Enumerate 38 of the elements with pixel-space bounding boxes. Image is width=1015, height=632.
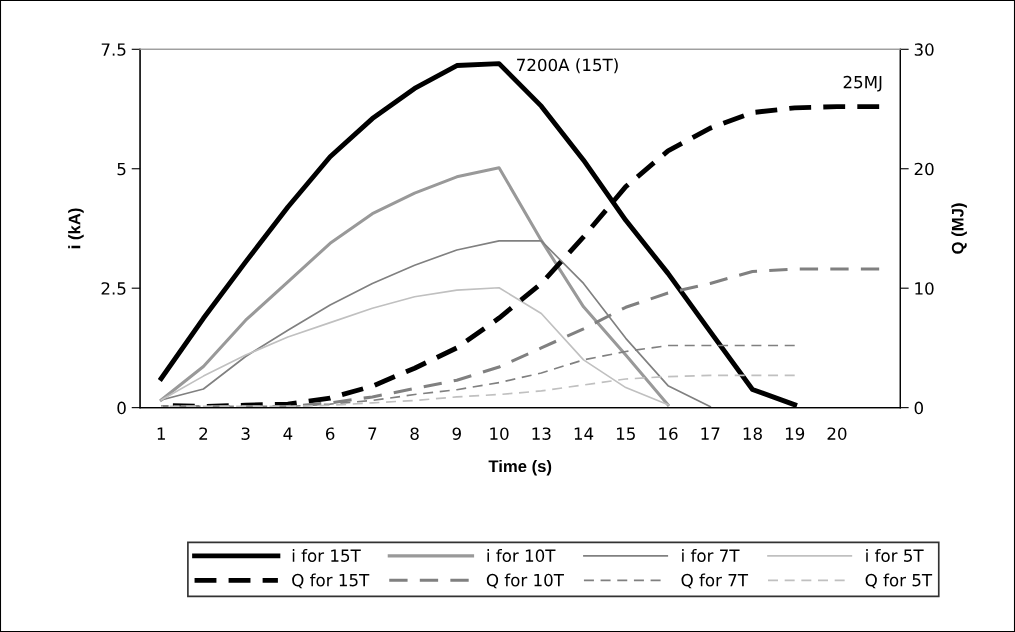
x-tick-label: 6 bbox=[325, 427, 335, 440]
x-tick-label: 14 bbox=[574, 427, 594, 440]
legend-label: i for 7T bbox=[682, 549, 740, 562]
x-tick-label: 4 bbox=[283, 427, 293, 440]
x-tick-label: 16 bbox=[659, 427, 678, 440]
legend-label: Q for 10T bbox=[486, 573, 564, 589]
annotation: 25MJ bbox=[843, 75, 882, 92]
x-tick-label: 15 bbox=[617, 427, 635, 440]
legend-label: i for 15T bbox=[292, 549, 361, 562]
legend-label: i for 5T bbox=[866, 549, 924, 562]
y2-tick-label: 10 bbox=[915, 282, 934, 295]
legend-label: Q for 15T bbox=[292, 573, 370, 589]
annotation: 7200A (15T) bbox=[517, 58, 618, 74]
x-tick-label: 7 bbox=[368, 427, 377, 440]
x-tick-label: 17 bbox=[701, 427, 720, 440]
x-tick-label: 13 bbox=[532, 427, 551, 440]
legend-label: Q for 5T bbox=[865, 573, 933, 589]
y2-axis-title: Q (MJ) bbox=[951, 203, 967, 254]
x-tick-label: 20 bbox=[827, 427, 847, 440]
y2-tick-label: 20 bbox=[914, 162, 934, 176]
legend-label: Q for 7T bbox=[681, 573, 749, 589]
y2-tick-label: 0 bbox=[914, 401, 923, 415]
x-tick-label: 18 bbox=[743, 427, 762, 440]
x-tick-label: 9 bbox=[452, 427, 461, 440]
y-axis-title: i (kA) bbox=[68, 208, 84, 249]
x-tick-label: 10 bbox=[490, 427, 509, 440]
y2-tick-label: 30 bbox=[914, 43, 934, 56]
x-tick-label: 1 bbox=[157, 427, 165, 440]
y-tick-label: 2.5 bbox=[101, 282, 126, 295]
x-tick-label: 3 bbox=[241, 427, 250, 440]
x-tick-label: 8 bbox=[410, 427, 419, 440]
y-tick-label: 7.5 bbox=[101, 43, 126, 56]
y-tick-label: 5 bbox=[117, 162, 126, 176]
legend-label: i for 10T bbox=[487, 549, 556, 562]
x-axis-title: Time (s) bbox=[488, 459, 552, 476]
x-tick-label: 19 bbox=[785, 427, 805, 440]
x-tick-label: 2 bbox=[199, 427, 208, 440]
y-tick-label: 0 bbox=[117, 401, 126, 415]
